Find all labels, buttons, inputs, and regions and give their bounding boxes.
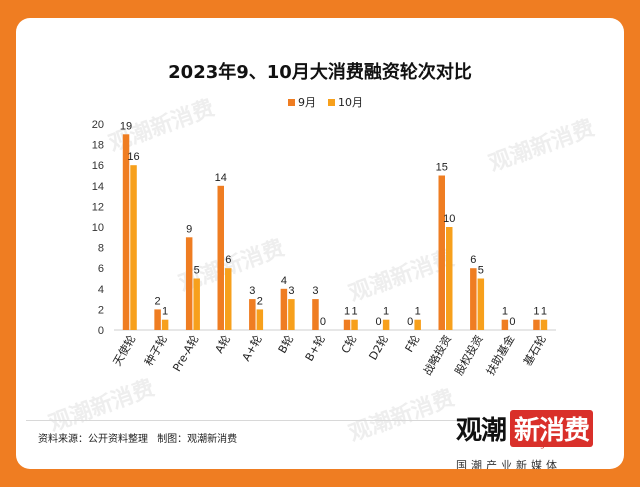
bar-oct	[288, 299, 295, 330]
x-tick-label: F轮	[402, 333, 423, 355]
data-label: 1	[383, 306, 389, 318]
y-tick-label: 2	[98, 304, 104, 316]
data-label: 0	[407, 316, 413, 328]
data-label: 1	[541, 306, 547, 318]
x-tick-label: Pre-A轮	[170, 333, 202, 374]
data-label: 15	[436, 162, 448, 174]
bar-oct	[256, 309, 264, 330]
data-label: 14	[215, 172, 227, 184]
data-label: 3	[312, 285, 318, 297]
y-tick-label: 16	[92, 160, 104, 172]
data-label: 16	[127, 151, 139, 163]
data-label: 6	[470, 254, 476, 266]
bar-oct	[382, 319, 390, 330]
x-tick-label: D2轮	[366, 333, 391, 363]
x-tick-label: 扶助基金	[483, 332, 517, 377]
data-label: 3	[288, 285, 294, 297]
data-label: 5	[194, 265, 200, 277]
x-tick-label: 股权投资	[452, 333, 486, 378]
source-label: 资料来源：公开资料整理	[38, 434, 148, 445]
data-label: 1	[533, 306, 539, 318]
data-label: 1	[502, 306, 508, 318]
x-tick-label: B轮	[275, 333, 296, 356]
bar-sep	[217, 185, 224, 330]
chart-card: 观潮新消费 观潮新消费 观潮新消费 观潮新消费 观潮新消费 观潮新消费 2023…	[16, 18, 624, 469]
x-tick-label: C轮	[338, 333, 359, 356]
bar-oct	[414, 319, 421, 330]
bar-oct	[225, 268, 232, 330]
legend-swatch	[328, 99, 335, 106]
data-label: 9	[186, 223, 192, 235]
bar-sep	[533, 319, 540, 330]
data-label: 10	[443, 213, 455, 225]
bar-oct	[193, 278, 200, 330]
y-tick-label: 10	[92, 222, 104, 234]
bar-sep	[343, 319, 351, 330]
data-label: 0	[320, 316, 326, 328]
legend-label: 9月	[298, 96, 316, 109]
brand-logo: 观潮 新消费 tidesight.com 国潮产业新媒体	[456, 410, 616, 469]
y-tick-label: 20	[92, 119, 104, 131]
y-tick-label: 4	[98, 284, 104, 296]
bar-oct	[540, 319, 548, 330]
chart-title: 2023年9、10月大消费融资轮次对比	[168, 62, 472, 83]
x-tick-label: 天使轮	[110, 333, 139, 369]
data-label: 6	[225, 254, 231, 266]
y-tick-label: 18	[92, 140, 104, 152]
brand-name-a: 观潮	[456, 416, 507, 446]
bar-sep	[280, 288, 288, 330]
bar-sep	[154, 309, 161, 330]
legend-swatch	[288, 99, 295, 106]
bar-sep	[312, 299, 319, 330]
data-label: 1	[415, 306, 421, 318]
source-note: 资料来源：公开资料整理 制图：观潮新消费	[38, 430, 243, 445]
brand-slogan: 国潮产业新媒体	[456, 459, 561, 469]
y-tick-label: 6	[98, 263, 104, 275]
x-tick-label: A+轮	[239, 333, 265, 364]
data-label: 19	[120, 120, 132, 132]
data-label: 3	[249, 285, 255, 297]
data-label: 5	[478, 265, 484, 277]
x-tick-label: 种子轮	[141, 333, 170, 369]
y-tick-label: 0	[98, 325, 104, 337]
x-tick-label: B+轮	[302, 333, 328, 364]
x-tick-label: 战略投资	[420, 333, 454, 378]
bar-sep	[470, 268, 477, 330]
data-label: 1	[344, 306, 350, 318]
data-label: 2	[155, 295, 161, 307]
data-label: 1	[351, 306, 357, 318]
data-label: 2	[257, 295, 263, 307]
y-tick-label: 8	[98, 243, 104, 255]
maker-label: 制图：观潮新消费	[157, 434, 238, 445]
bar-oct	[130, 165, 137, 330]
bar-oct	[161, 319, 169, 330]
x-tick-label: 基石轮	[520, 333, 549, 369]
data-label: 0	[376, 316, 382, 328]
brand-url: tidesight.com	[518, 440, 573, 449]
y-tick-label: 14	[92, 181, 104, 193]
bar-oct	[477, 278, 485, 330]
legend-label: 10月	[338, 96, 363, 109]
x-tick-label: A轮	[212, 333, 233, 356]
bar-sep	[249, 299, 256, 330]
bar-sep	[501, 319, 509, 330]
data-label: 4	[281, 275, 287, 287]
bar-oct	[446, 227, 453, 330]
brand-name-b: 新消费	[510, 410, 594, 447]
data-label: 0	[509, 316, 515, 328]
footer-divider	[26, 420, 466, 421]
bar-sep	[438, 175, 445, 330]
y-tick-label: 12	[92, 201, 104, 213]
bar-sep	[185, 237, 193, 330]
data-label: 1	[162, 306, 168, 318]
bar-oct	[351, 319, 358, 330]
bar-sep	[122, 134, 130, 330]
